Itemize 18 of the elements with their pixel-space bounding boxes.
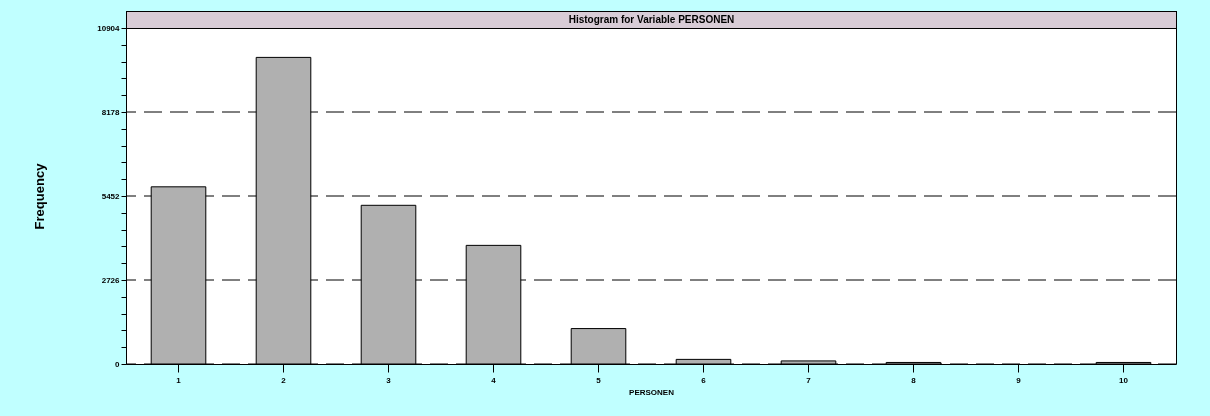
y-tick-label: 2726	[101, 275, 121, 285]
x-tick-label: 5	[596, 375, 602, 385]
x-tick-label: 4	[491, 375, 497, 385]
x-tick-label: 10	[1119, 375, 1129, 385]
y-tick-label: 5452	[101, 191, 121, 201]
x-axis-title: PERSONEN	[629, 387, 675, 397]
chart-title: Histogram for Variable PERSONEN	[126, 11, 1177, 29]
x-tick-label: 3	[386, 375, 392, 385]
y-axis-title: Frequency	[32, 162, 48, 230]
y-tick-label: 0	[115, 359, 121, 369]
x-tick-label: 9	[1016, 375, 1022, 385]
y-tick-label: 8178	[101, 107, 121, 117]
x-tick-label: 8	[911, 375, 917, 385]
x-tick-label: 2	[281, 375, 287, 385]
x-tick-label: 7	[806, 375, 812, 385]
x-tick-label: 1	[176, 375, 182, 385]
x-tick-label: 6	[701, 375, 707, 385]
y-tick-label: 10904	[97, 23, 121, 33]
